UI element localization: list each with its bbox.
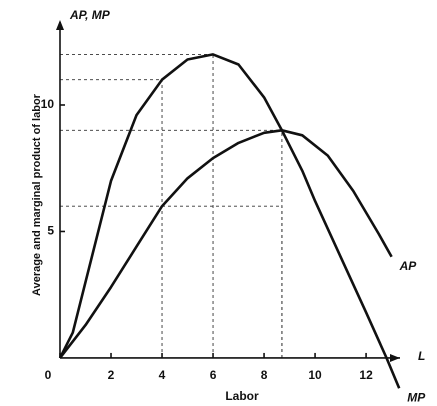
x-tick-label: 4 — [159, 368, 166, 382]
x-tick-label: 2 — [108, 368, 115, 382]
curve-label: AP — [399, 259, 418, 273]
x-axis-title: L — [418, 349, 425, 363]
y-label: Average and marginal product of labor — [31, 93, 43, 296]
x-tick-label: 12 — [359, 368, 373, 382]
x-tick-label: 10 — [308, 368, 322, 382]
x-label: Labor — [225, 389, 259, 403]
curve — [58, 129, 393, 359]
y-tick-label: 5 — [47, 224, 54, 238]
x-tick-label: 0 — [45, 368, 52, 382]
x-tick-label: 6 — [210, 368, 217, 382]
curve — [58, 53, 401, 389]
y-tick-label: 10 — [41, 97, 55, 111]
x-tick-label: 8 — [261, 368, 268, 382]
y-axis-title: AP, MP — [69, 8, 111, 22]
x-axis-arrow — [390, 353, 400, 362]
y-axis-arrow — [56, 20, 64, 30]
curve-label: MP — [407, 390, 426, 404]
